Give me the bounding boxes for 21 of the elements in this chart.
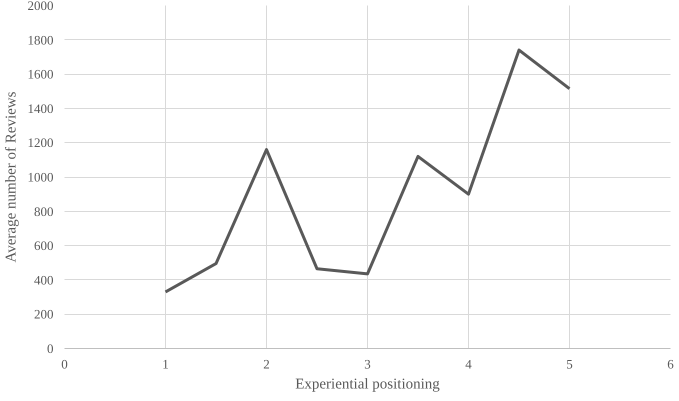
y-tick-label: 1000 <box>28 170 54 184</box>
y-tick-label: 600 <box>34 238 54 254</box>
x-tick-label: 5 <box>566 356 573 372</box>
y-axis-title: Average number of Reviews <box>4 91 20 262</box>
y-tick-label: 0 <box>47 341 54 356</box>
y-tick-label: 2000 <box>28 0 54 13</box>
y-tick-label: 1600 <box>28 66 54 82</box>
x-tick-label: 1 <box>162 356 169 372</box>
x-tick-label: 3 <box>364 356 371 372</box>
y-tick-label: 1400 <box>28 100 54 116</box>
line-series <box>164 48 571 294</box>
x-tick-label: 2 <box>263 356 270 372</box>
x-tick-label: 6 <box>667 356 674 372</box>
y-tick-label: 800 <box>34 204 54 219</box>
y-tick-label: 200 <box>34 306 54 322</box>
y-tick-label: 1800 <box>28 32 54 48</box>
y-tick-label: 400 <box>34 272 54 288</box>
y-tick-label: 1200 <box>28 135 54 150</box>
x-axis-title: Experiential positioning <box>295 376 440 392</box>
x-tick-label: 4 <box>465 356 472 372</box>
x-tick-label: 0 <box>61 356 68 372</box>
